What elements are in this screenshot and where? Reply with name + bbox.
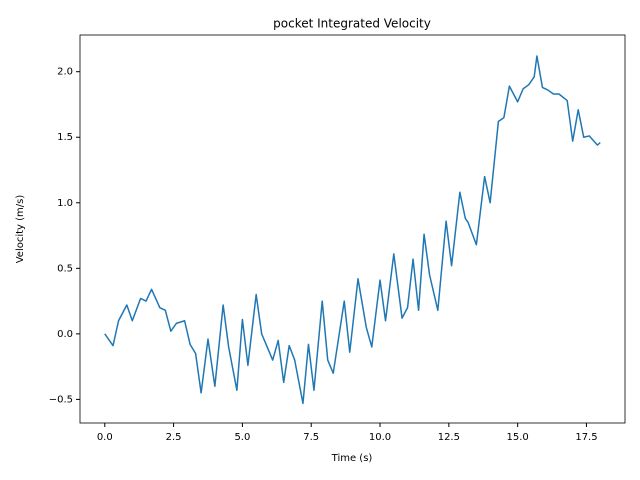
x-tick-label: 0.0 — [97, 432, 113, 443]
y-tick-label: 1.0 — [57, 198, 73, 209]
y-axis-label: Velocity (m/s) — [15, 195, 26, 264]
x-tick-label: 2.5 — [166, 432, 182, 443]
x-tick-label: 12.5 — [438, 432, 460, 443]
x-axis-label: Time (s) — [331, 453, 373, 464]
y-tick-label: 1.5 — [57, 132, 73, 143]
y-tick-label: −0.5 — [49, 394, 73, 405]
y-tick-label: 0.5 — [57, 263, 73, 274]
y-tick-label: 0.0 — [57, 329, 73, 340]
y-tick-label: 2.0 — [57, 67, 73, 78]
chart-title: pocket Integrated Velocity — [273, 17, 431, 31]
line-series — [104, 55, 601, 405]
x-tick-label: 7.5 — [303, 432, 319, 443]
plot-frame — [79, 34, 626, 424]
x-tick-label: 15.0 — [507, 432, 529, 443]
x-tick-label: 10.0 — [369, 432, 391, 443]
x-tick-label: 5.0 — [234, 432, 250, 443]
x-tick-label: 17.5 — [575, 432, 597, 443]
